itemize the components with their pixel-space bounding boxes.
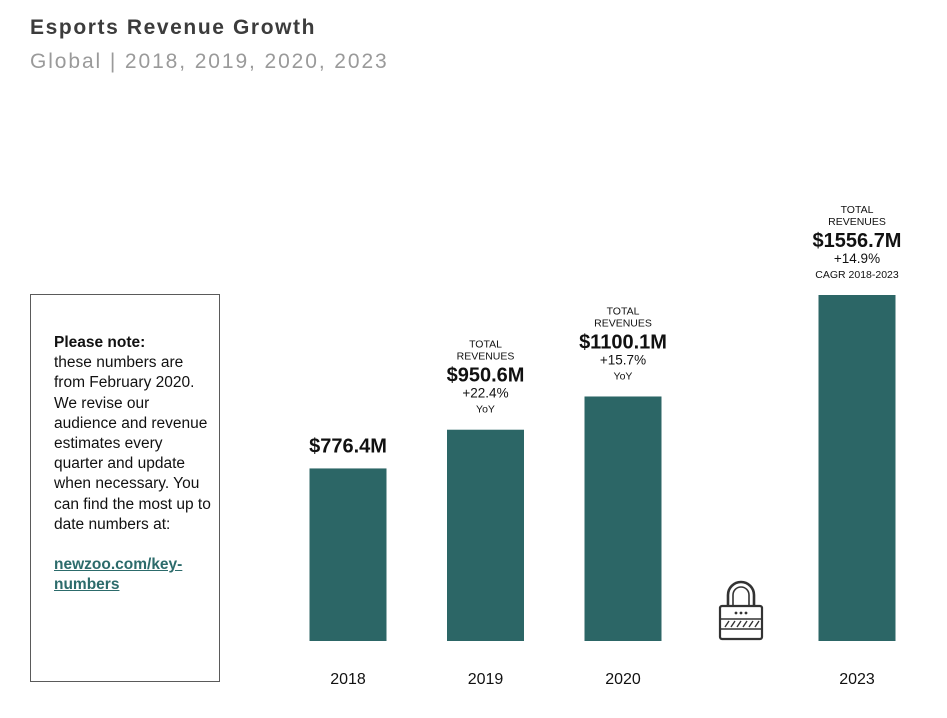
change-note: YoY [614,370,633,382]
note-body: these numbers are from February 2020. We… [54,354,211,533]
bar [584,396,662,641]
note-text: Please note: these numbers are from Febr… [54,333,214,595]
change-note: YoY [476,404,495,416]
data-label: $1556.7M [813,230,902,252]
top-label-line1: TOTAL [469,339,502,351]
change-label: +22.4% [462,386,508,401]
x-tick-label: 2023 [839,671,875,688]
note-heading: Please note: [54,334,146,351]
x-tick-label: 2019 [468,671,504,688]
top-label-line1: TOTAL [607,305,640,317]
change-note: CAGR 2018-2023 [815,269,899,281]
bar [309,468,387,641]
change-label: +14.9% [834,251,880,266]
top-label-line2: REVENUES [828,216,886,228]
chart-subtitle: Global | 2018, 2019, 2020, 2023 [30,50,389,73]
bar [818,295,896,641]
note-link[interactable]: newzoo.com/key-numbers [54,556,183,594]
data-label: $950.6M [447,365,525,387]
x-tick-label: 2020 [605,671,641,688]
data-label: $1100.1M [579,331,667,353]
change-label: +15.7% [600,352,646,367]
top-label-line2: REVENUES [594,317,652,329]
top-label-line2: REVENUES [457,351,515,363]
note-box: Please note: these numbers are from Febr… [30,294,220,682]
chart-title: Esports Revenue Growth [30,16,317,39]
top-label-line1: TOTAL [841,204,874,216]
data-label: $776.4M [309,435,387,457]
bar [447,429,524,641]
x-tick-label: 2018 [330,671,366,688]
lock-icon [718,580,764,641]
